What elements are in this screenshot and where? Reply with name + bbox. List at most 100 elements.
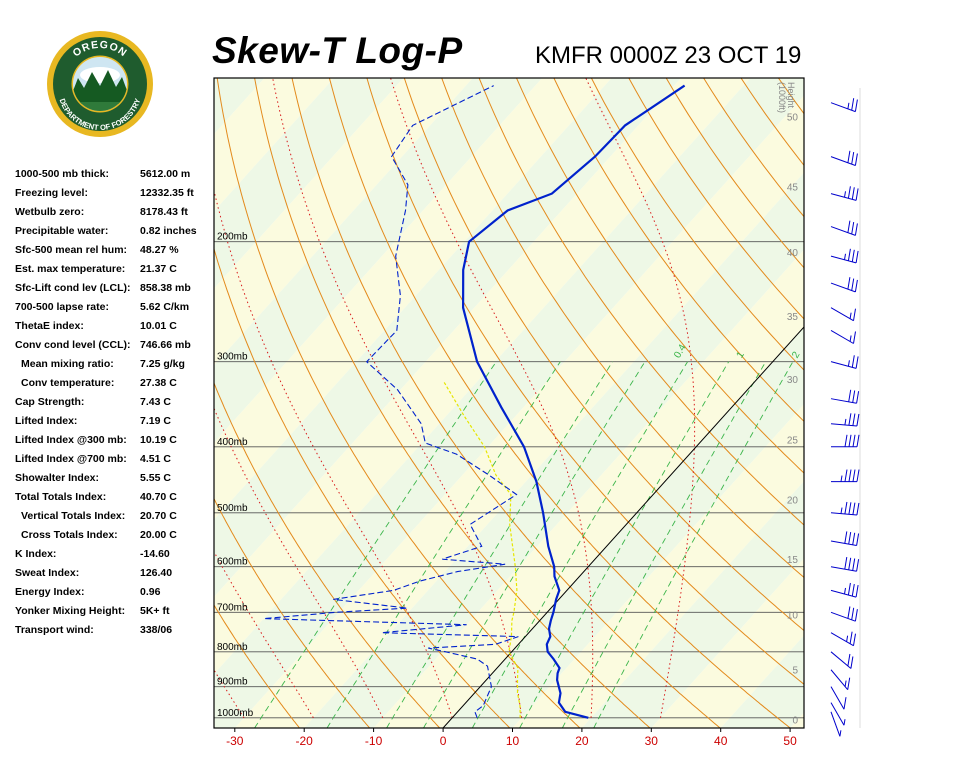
- wind-barb-flag: [854, 153, 858, 166]
- isotherm-band: [234, 95, 804, 728]
- stat-value: 20.70 C: [140, 510, 177, 522]
- stat-label: Cap Strength:: [15, 396, 85, 408]
- wind-barb-half: [847, 360, 850, 367]
- dry-adiabat-line: [291, 78, 721, 728]
- stat-label: 700-500 lapse rate:: [15, 301, 109, 313]
- dry-adiabat-line: [853, 78, 960, 728]
- wind-barb-flag: [850, 656, 854, 669]
- moist-adiabat-line: [390, 78, 594, 718]
- x-tick-label: 0: [440, 734, 447, 748]
- stat-value: 0.82 inches: [140, 225, 197, 237]
- wind-barb-flag: [851, 584, 855, 597]
- wind-barb-flag: [848, 434, 852, 447]
- dry-adiabat-line: [214, 381, 441, 728]
- wind-barb-flag: [851, 222, 855, 235]
- stat-label: Wetbulb zero:: [15, 206, 85, 218]
- mixing-ratio-label: 2: [790, 350, 803, 361]
- wind-barb-half: [844, 191, 846, 198]
- wind-barb-shaft: [830, 711, 841, 737]
- isotherm-band: [304, 172, 804, 728]
- wind-barb-flag: [847, 150, 851, 163]
- pressure-label: 300mb: [217, 352, 248, 363]
- wind-barb-flag: [847, 277, 851, 290]
- wind-barb-shaft: [830, 193, 857, 201]
- stat-label: Lifted Index @700 mb:: [15, 453, 127, 465]
- stat-label: Total Totals Index:: [15, 491, 107, 503]
- wind-barb-flag: [855, 250, 859, 263]
- stat-value: 7.43 C: [140, 396, 171, 408]
- wind-barb-flag: [854, 223, 858, 236]
- wind-barb-flag: [852, 390, 856, 403]
- wind-barb-flag: [851, 355, 855, 368]
- moist-adiabat-line: [272, 78, 523, 718]
- height-tick-label: 45: [787, 183, 799, 194]
- oregon-department-of-forestry-logo: OREGON DEPARTMENT OF FORESTRY: [46, 30, 154, 138]
- wind-barb-flag: [855, 585, 859, 598]
- dry-adiabat-line: [403, 78, 804, 632]
- mixing-ratio-line: [386, 361, 613, 728]
- wind-barb-shaft: [830, 669, 849, 691]
- wetbulb-trace: [442, 380, 521, 718]
- wind-barb-flag: [855, 188, 859, 201]
- stat-label: Sfc-Lift cond lev (LCL):: [15, 282, 131, 294]
- dry-adiabat-line: [214, 247, 511, 728]
- height-tick-label: 50: [787, 113, 799, 124]
- dry-adiabat-line: [516, 78, 804, 474]
- wind-barb-shaft: [830, 398, 857, 404]
- wind-barb: [830, 582, 859, 598]
- wind-barb-shaft: [830, 423, 857, 427]
- dry-adiabat-line: [553, 78, 804, 423]
- wind-barb: [830, 606, 858, 622]
- stat-label: Lifted Index:: [15, 415, 78, 427]
- stat-label: Est. max temperature:: [15, 263, 126, 275]
- stat-label: Energy Index:: [15, 586, 85, 598]
- wind-barb: [830, 711, 842, 737]
- pressure-label: 500mb: [217, 503, 248, 514]
- pressure-label: 900mb: [217, 677, 248, 688]
- wind-barb-flag: [853, 633, 856, 646]
- wind-barb-flag: [844, 501, 848, 515]
- wind-barb: [830, 186, 859, 201]
- isotherm-band: [581, 481, 804, 728]
- wind-barb: [830, 686, 847, 710]
- wind-barb-half: [844, 680, 847, 687]
- dry-adiabat-line: [441, 78, 804, 579]
- zero-isotherm-line: [442, 326, 804, 728]
- wind-barb-half: [847, 102, 850, 109]
- wind-barb: [830, 413, 860, 427]
- height-tick-label: 20: [787, 496, 799, 507]
- mixing-ratio-line: [561, 361, 767, 728]
- wind-barb-shaft: [830, 686, 845, 710]
- wind-barb-flag: [853, 308, 856, 321]
- mixing-ratio-line: [519, 361, 730, 728]
- wind-barb-shaft: [830, 361, 857, 369]
- wind-barb-flag: [848, 469, 852, 482]
- isotherm-band: [214, 78, 751, 674]
- wind-barb-flag: [844, 557, 848, 570]
- wind-barb: [830, 531, 860, 546]
- wind-barb-flag: [852, 532, 856, 545]
- stat-value: 126.40: [140, 567, 173, 579]
- stat-label: ThetaE index:: [15, 320, 84, 332]
- pressure-label: 200mb: [217, 232, 248, 243]
- x-tick-label: 50: [783, 734, 797, 748]
- mixing-ratio-line: [254, 361, 497, 728]
- mixing-ratio-line: [423, 361, 646, 728]
- wind-barb: [830, 669, 851, 691]
- height-axis-title: Height: [786, 82, 796, 109]
- wind-barb-flag: [851, 278, 855, 291]
- stat-label: Mean mixing ratio:: [21, 358, 114, 370]
- wind-barb-flag: [856, 434, 860, 447]
- wind-barb-flag: [851, 249, 855, 262]
- x-tick-label: 20: [575, 734, 589, 748]
- wind-barb-flag: [847, 220, 851, 233]
- pressure-label: 600mb: [217, 557, 248, 568]
- wind-barb-half: [846, 635, 849, 642]
- wind-barb-flag: [852, 558, 856, 571]
- wind-barb: [830, 248, 859, 264]
- dry-adiabat-line: [254, 78, 651, 728]
- wind-barb: [830, 651, 854, 669]
- stat-value: 12332.35 ft: [140, 187, 194, 199]
- mixing-ratio-label: 5: [866, 350, 879, 361]
- wind-barb-flag: [847, 677, 851, 690]
